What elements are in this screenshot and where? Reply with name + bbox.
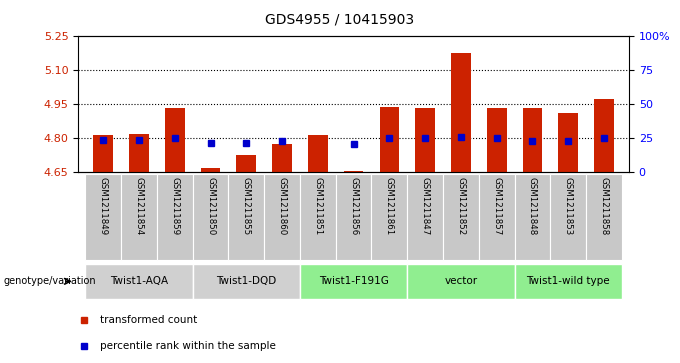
- Text: GSM1211852: GSM1211852: [456, 177, 465, 235]
- Bar: [407, 264, 515, 299]
- Text: GSM1211850: GSM1211850: [206, 177, 215, 235]
- Bar: [479, 174, 515, 260]
- Text: GSM1211849: GSM1211849: [99, 177, 107, 235]
- Bar: [157, 174, 192, 260]
- Text: percentile rank within the sample: percentile rank within the sample: [100, 341, 276, 351]
- Bar: [487, 108, 507, 172]
- Bar: [586, 174, 622, 260]
- Bar: [192, 174, 228, 260]
- Bar: [407, 174, 443, 260]
- Text: Twist1-wild type: Twist1-wild type: [526, 276, 610, 286]
- Text: GDS4955 / 10415903: GDS4955 / 10415903: [265, 13, 415, 27]
- Bar: [300, 174, 336, 260]
- Bar: [550, 174, 586, 260]
- Bar: [451, 53, 471, 172]
- Bar: [515, 174, 550, 260]
- Text: GSM1211848: GSM1211848: [528, 177, 537, 235]
- Text: Twist1-DQD: Twist1-DQD: [216, 276, 277, 286]
- Bar: [371, 174, 407, 260]
- Bar: [129, 134, 149, 172]
- Bar: [192, 264, 300, 299]
- Text: GSM1211856: GSM1211856: [349, 177, 358, 235]
- Text: GSM1211861: GSM1211861: [385, 177, 394, 235]
- Bar: [300, 264, 407, 299]
- Bar: [228, 174, 265, 260]
- Bar: [237, 155, 256, 172]
- Text: Twist1-AQA: Twist1-AQA: [110, 276, 168, 286]
- Bar: [272, 144, 292, 172]
- Text: GSM1211847: GSM1211847: [421, 177, 430, 235]
- Text: GSM1211858: GSM1211858: [600, 177, 609, 235]
- Bar: [515, 264, 622, 299]
- Bar: [165, 108, 184, 172]
- Text: GSM1211853: GSM1211853: [564, 177, 573, 235]
- Text: GSM1211854: GSM1211854: [135, 177, 143, 235]
- Text: transformed count: transformed count: [100, 315, 197, 325]
- Text: GSM1211857: GSM1211857: [492, 177, 501, 235]
- Text: genotype/variation: genotype/variation: [3, 276, 96, 286]
- Bar: [344, 171, 363, 172]
- Text: GSM1211860: GSM1211860: [277, 177, 286, 235]
- Bar: [308, 135, 328, 172]
- Bar: [86, 174, 121, 260]
- Text: GSM1211851: GSM1211851: [313, 177, 322, 235]
- Bar: [379, 107, 399, 172]
- Bar: [265, 174, 300, 260]
- Bar: [201, 168, 220, 172]
- Bar: [523, 108, 542, 172]
- Bar: [336, 174, 371, 260]
- Text: GSM1211859: GSM1211859: [170, 177, 180, 235]
- Text: GSM1211855: GSM1211855: [242, 177, 251, 235]
- Bar: [594, 99, 614, 172]
- Bar: [415, 108, 435, 172]
- Text: vector: vector: [444, 276, 477, 286]
- Text: Twist1-F191G: Twist1-F191G: [319, 276, 388, 286]
- Bar: [443, 174, 479, 260]
- Bar: [93, 135, 113, 172]
- Bar: [86, 264, 192, 299]
- Bar: [121, 174, 157, 260]
- Bar: [558, 113, 578, 172]
